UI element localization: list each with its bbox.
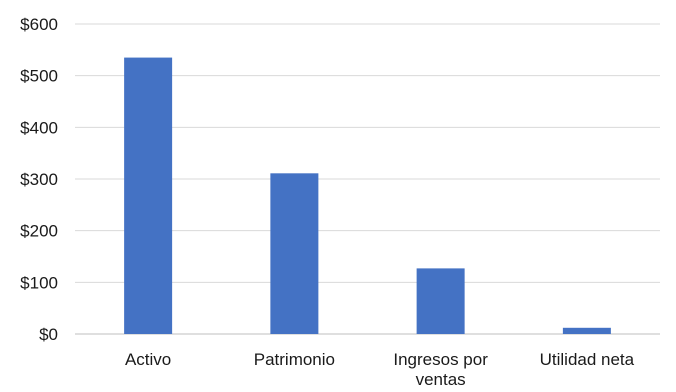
x-axis-category-labels: Activo Patrimonio Ingresos por ventas Utilid… <box>125 350 635 389</box>
x-category-label: Patrimonio <box>254 350 335 369</box>
y-tick-label: $200 <box>20 222 58 241</box>
y-tick-label: $600 <box>20 15 58 34</box>
bar-activo <box>124 57 173 334</box>
y-axis-tick-labels: $0 $100 $200 $300 $400 $500 $600 <box>20 15 58 344</box>
x-category-label: Activo <box>125 350 171 369</box>
y-tick-label: $100 <box>20 273 58 292</box>
gridlines <box>75 23 660 335</box>
y-tick-label: $500 <box>20 67 58 86</box>
y-tick-label: $0 <box>39 325 58 344</box>
y-tick-label: $300 <box>20 170 58 189</box>
y-tick-label: $400 <box>20 118 58 137</box>
bar-ingresos-por-ventas <box>416 268 465 334</box>
bars <box>124 57 611 334</box>
bar-utilidad-neta <box>562 327 611 334</box>
x-category-label: Utilidad neta <box>540 350 635 369</box>
x-category-label: Ingresos por ventas <box>393 350 488 389</box>
bar-patrimonio <box>270 173 319 334</box>
